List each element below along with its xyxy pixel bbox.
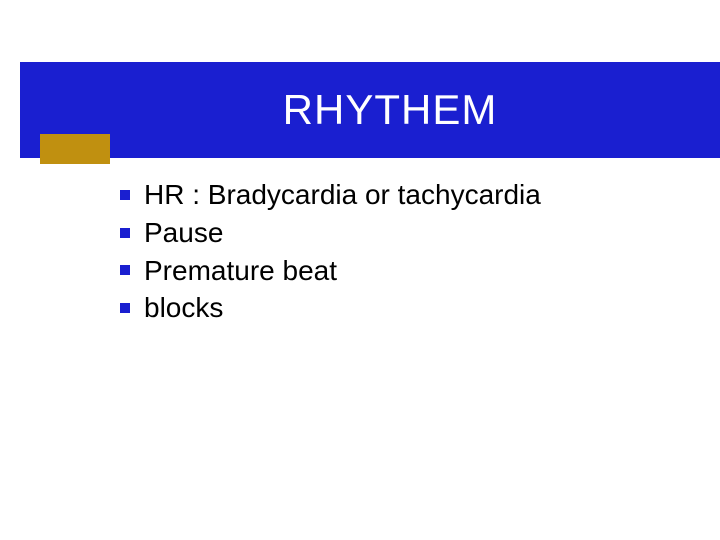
list-item: blocks [120,289,541,327]
square-bullet-icon [120,190,130,200]
list-item-text: blocks [144,289,223,327]
slide-title: RHYTHEM [283,86,498,134]
list-item-text: HR : Bradycardia or tachycardia [144,176,541,214]
square-bullet-icon [120,265,130,275]
square-bullet-icon [120,303,130,313]
square-bullet-icon [120,228,130,238]
list-item-text: Pause [144,214,223,252]
list-item-text: Premature beat [144,252,337,290]
list-item: Pause [120,214,541,252]
title-bar: RHYTHEM [20,62,720,158]
content-list: HR : Bradycardia or tachycardia Pause Pr… [120,176,541,327]
list-item: HR : Bradycardia or tachycardia [120,176,541,214]
accent-block [40,134,110,164]
list-item: Premature beat [120,252,541,290]
